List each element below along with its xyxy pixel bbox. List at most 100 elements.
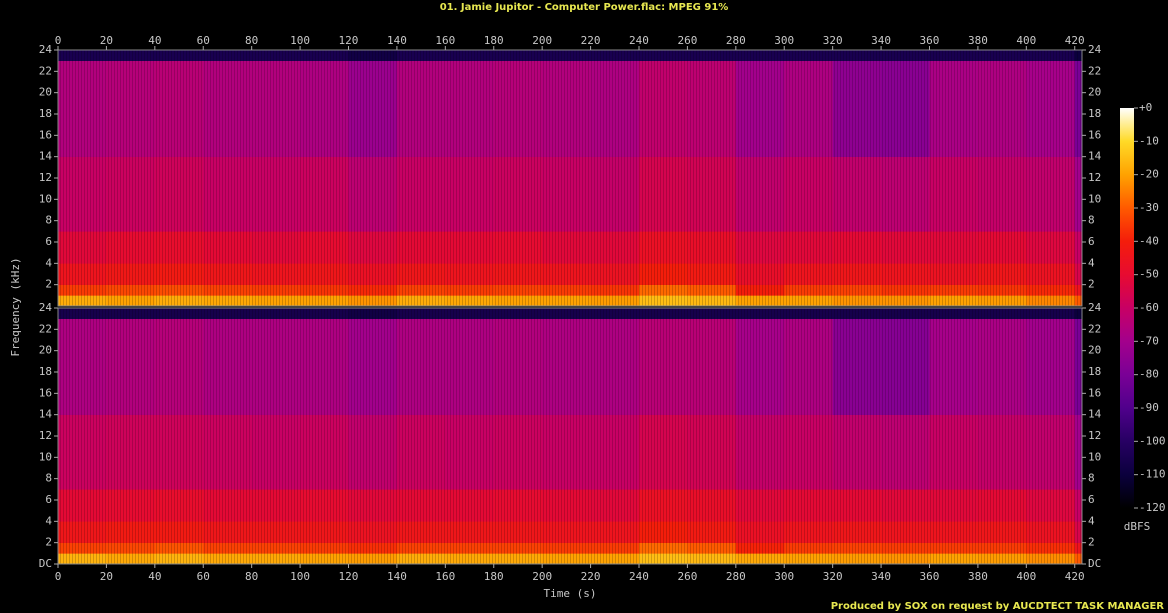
- y-axis-label: Frequency (kHz): [9, 257, 22, 356]
- y-tick-label: 14: [1088, 150, 1102, 163]
- y-tick-label: 4: [1088, 256, 1095, 269]
- x-tick-label: 400: [1016, 34, 1036, 47]
- x-tick-label: 100: [290, 570, 310, 583]
- y-tick-label: 12: [1088, 429, 1101, 442]
- y-tick-label: 10: [1088, 192, 1101, 205]
- x-tick-label: 180: [484, 570, 504, 583]
- x-tick-label: 240: [629, 34, 649, 47]
- x-tick-label: 180: [484, 34, 504, 47]
- y-tick-label: 4: [1088, 514, 1095, 527]
- x-tick-label: 240: [629, 570, 649, 583]
- x-tick-label: 40: [148, 570, 161, 583]
- y-tick-label: 4: [45, 256, 52, 269]
- y-tick-label: DC: [1088, 557, 1101, 570]
- x-tick-label: 20: [100, 34, 113, 47]
- y-tick-label: 2: [1088, 278, 1095, 291]
- x-tick-label: 80: [245, 570, 258, 583]
- x-tick-label: 320: [823, 34, 843, 47]
- x-tick-label: 160: [435, 570, 455, 583]
- y-tick-label: 6: [1088, 235, 1095, 248]
- y-tick-label: 12: [1088, 171, 1101, 184]
- y-tick-label: 12: [39, 429, 52, 442]
- y-tick-label: 20: [1088, 86, 1101, 99]
- colorbar-tick-label: -70: [1139, 334, 1159, 347]
- colorbar-tick-label: -90: [1139, 401, 1159, 414]
- y-tick-label: 20: [1088, 344, 1101, 357]
- colorbar-tick-label: -40: [1139, 234, 1159, 247]
- x-tick-label: 400: [1016, 570, 1036, 583]
- colorbar: [1120, 108, 1134, 508]
- colorbar-tick-label: -120: [1139, 501, 1166, 514]
- colorbar-tick-label: -50: [1139, 268, 1159, 281]
- x-tick-label: 280: [726, 34, 746, 47]
- y-tick-label: 22: [39, 322, 52, 335]
- texture: [58, 50, 1082, 306]
- y-tick-label: 16: [39, 386, 52, 399]
- y-tick-label: 6: [1088, 493, 1095, 506]
- x-tick-label: 320: [823, 570, 843, 583]
- y-tick-label: 20: [39, 86, 52, 99]
- y-tick-label: 4: [45, 514, 52, 527]
- y-tick-label: 22: [39, 64, 52, 77]
- y-tick-label: 16: [39, 128, 52, 141]
- y-tick-label: 14: [39, 150, 53, 163]
- y-tick-label: 6: [45, 493, 52, 506]
- x-axis-label: Time (s): [544, 587, 597, 600]
- y-tick-label: 20: [39, 344, 52, 357]
- y-tick-label: 2: [45, 278, 52, 291]
- x-tick-label: 20: [100, 570, 113, 583]
- x-tick-label: 360: [920, 34, 940, 47]
- x-tick-label: 200: [532, 570, 552, 583]
- x-tick-label: 160: [435, 34, 455, 47]
- y-tick-label: 8: [1088, 472, 1095, 485]
- x-tick-label: 260: [677, 570, 697, 583]
- colorbar-tick-label: -20: [1139, 168, 1159, 181]
- x-tick-label: 0: [55, 570, 62, 583]
- y-tick-label: 16: [1088, 128, 1101, 141]
- y-tick-label: 24: [1088, 301, 1102, 314]
- y-tick-label: 18: [1088, 365, 1101, 378]
- x-tick-label: 340: [871, 570, 891, 583]
- x-tick-label: 280: [726, 570, 746, 583]
- x-tick-label: 380: [968, 34, 988, 47]
- colorbar-tick-label: -80: [1139, 368, 1159, 381]
- x-tick-label: 300: [774, 570, 794, 583]
- colorbar-tick-label: -100: [1139, 434, 1166, 447]
- x-tick-label: 120: [339, 34, 359, 47]
- colorbar-tick-label: -10: [1139, 134, 1159, 147]
- x-tick-label: 420: [1065, 570, 1085, 583]
- y-tick-label: 10: [39, 192, 52, 205]
- y-tick-label: 8: [45, 214, 52, 227]
- y-tick-label: 18: [1088, 107, 1101, 120]
- y-tick-label: 24: [39, 43, 53, 56]
- y-tick-label: 24: [1088, 43, 1102, 56]
- colorbar-tick-label: -110: [1139, 468, 1166, 481]
- chart-title: 01. Jamie Jupitor - Computer Power.flac:…: [440, 2, 729, 13]
- y-tick-label: 22: [1088, 64, 1101, 77]
- y-tick-label: DC: [39, 557, 52, 570]
- y-tick-label: 8: [45, 472, 52, 485]
- x-tick-label: 200: [532, 34, 552, 47]
- y-tick-label: 10: [1088, 450, 1101, 463]
- y-tick-label: 18: [39, 365, 52, 378]
- x-tick-label: 80: [245, 34, 258, 47]
- y-tick-label: 16: [1088, 386, 1101, 399]
- x-tick-label: 60: [197, 34, 210, 47]
- colorbar-tick-label: -60: [1139, 301, 1159, 314]
- footer: Produced by SOX on request by AUCDTECT T…: [831, 601, 1165, 612]
- x-tick-label: 40: [148, 34, 161, 47]
- y-tick-label: 18: [39, 107, 52, 120]
- x-tick-label: 340: [871, 34, 891, 47]
- y-tick-label: 12: [39, 171, 52, 184]
- x-tick-label: 120: [339, 570, 359, 583]
- y-tick-label: 2: [45, 536, 52, 549]
- y-tick-label: 24: [39, 301, 53, 314]
- x-tick-label: 0: [55, 34, 62, 47]
- x-tick-label: 420: [1065, 34, 1085, 47]
- x-tick-label: 100: [290, 34, 310, 47]
- x-tick-label: 360: [920, 570, 940, 583]
- x-tick-label: 260: [677, 34, 697, 47]
- x-tick-label: 380: [968, 570, 988, 583]
- y-tick-label: 10: [39, 450, 52, 463]
